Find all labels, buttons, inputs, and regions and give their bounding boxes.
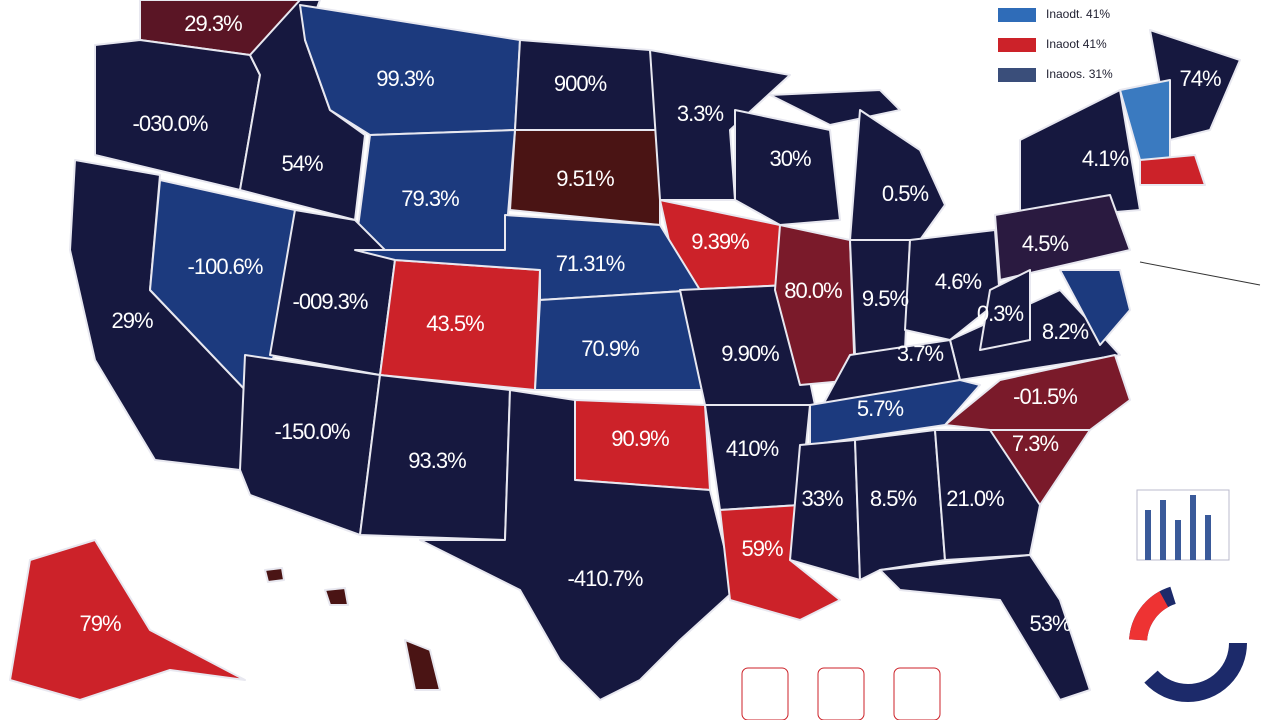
state-label: 21.0% [946,486,1004,511]
state [774,224,856,386]
states [9,0,1241,701]
state-label: 54% [281,151,322,176]
state [649,49,791,201]
state-label: 410% [726,436,779,461]
pointer-line [1139,261,1261,286]
state-label: 0.5% [882,181,929,206]
mini-bar [1190,495,1196,560]
mini-bar [1160,500,1166,560]
state-label: 79.3% [401,186,459,211]
state-label: -100.6% [188,254,263,279]
state-label: 59% [741,536,782,561]
state-label: 79% [79,611,120,636]
legend-label: Inaoos. 31% [1046,67,1113,81]
mini-chart [1136,489,1230,561]
legend-label: Inaoot 41% [1046,37,1107,51]
island [324,587,349,606]
mini-chart [893,667,941,720]
state-label: 93.3% [408,448,466,473]
state-label: 4.1% [1082,146,1129,171]
state [854,429,946,581]
mini-chart [817,667,865,720]
labels: 29.3% -030.0% 54% 99.3% 900% 9.51% 79.3%… [79,11,1221,636]
legend-swatch [998,8,1036,22]
state [734,109,841,226]
state [1019,89,1141,221]
state-label: 5.7% [857,396,904,421]
state [904,229,1001,341]
state [809,379,981,446]
state-label: 4.6% [935,269,982,294]
legend: Inaodt. 41% Inaoot 41% Inaoos. 31% [998,7,1113,82]
state [769,89,901,126]
state [934,429,1041,561]
state-label: 29% [111,308,152,333]
state-label: 90.9% [611,426,669,451]
state-label: 43.5% [426,311,484,336]
state-label: 71.31% [556,251,625,276]
state-label: 30% [769,146,810,171]
mini-chart [741,667,789,720]
state-label: 9.5% [862,286,909,311]
state [979,269,1031,351]
state-label: 9.51% [556,166,614,191]
state-label: 3.7% [897,341,944,366]
state-label: 3.3% [677,101,724,126]
decorations [741,261,1261,720]
state-label: 33% [801,486,842,511]
state [9,539,246,701]
island [404,639,441,691]
state-label: -030.0% [133,111,208,136]
state-label: 74% [1179,66,1220,91]
state-label: 99.3% [376,66,434,91]
state-label: 900% [554,71,607,96]
state-label: 70.9% [581,336,639,361]
state-label: 9.39% [691,229,749,254]
state-label: 9.90% [721,341,779,366]
mini-bar [1175,520,1181,560]
legend-swatch [998,38,1036,52]
mini-bar [1145,510,1151,560]
state-label: -150.0% [275,419,350,444]
state-label: 53% [1029,611,1070,636]
state-label: 8.2% [1042,319,1089,344]
state-label: 8.5% [870,486,917,511]
state-label: -01.5% [1013,384,1077,409]
state-label: 7.3% [1012,431,1059,456]
state-label: 29.3% [184,11,242,36]
donut [1129,584,1247,702]
state [1139,154,1206,186]
state [994,194,1131,281]
island [264,567,285,583]
state [849,109,946,241]
state-label: -410.7% [568,566,643,591]
state-label: 4.5% [1022,231,1069,256]
state [239,354,381,536]
legend-label: Inaodt. 41% [1046,7,1110,21]
state-label: 80.0% [784,278,842,303]
state-label: -009.3% [293,289,368,314]
state [354,214,701,301]
state [419,389,736,701]
mini-bar [1205,515,1211,560]
state [879,554,1091,701]
state [239,0,366,221]
state [1059,269,1131,346]
state-label: 0.3% [977,301,1024,326]
legend-swatch [998,68,1036,82]
